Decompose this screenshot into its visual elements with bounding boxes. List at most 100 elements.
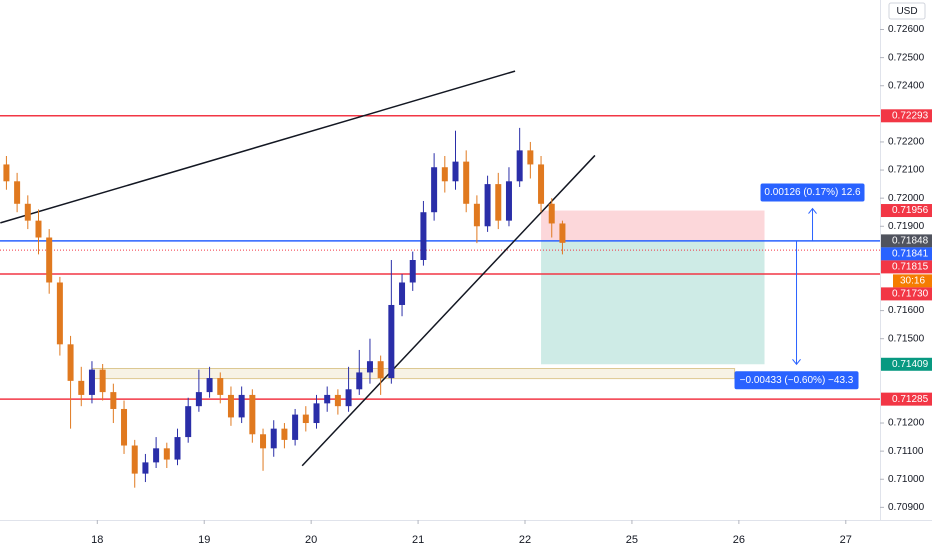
price-tag: [881, 260, 932, 274]
price-tag-label: 0.71285: [892, 394, 929, 405]
price-tag-label: 0.72293: [892, 110, 929, 121]
y-tick-label: 0.72500: [888, 52, 925, 63]
currency: USD: [896, 6, 917, 17]
candle-body: [292, 414, 299, 440]
price-tag: [881, 357, 932, 371]
candle-body: [88, 369, 95, 395]
candle-body: [441, 167, 448, 182]
candle-body: [452, 161, 459, 182]
candle-body: [366, 361, 373, 373]
candle-body: [431, 167, 438, 213]
candle-body: [163, 448, 170, 460]
target-zone: [541, 240, 765, 365]
candle-body: [217, 378, 224, 395]
candle-body: [206, 378, 213, 393]
profit-label-box: [760, 183, 865, 202]
y-tick-label: 0.72600: [888, 24, 925, 35]
candle-body: [324, 394, 331, 404]
price-tag-label: 0.71815: [892, 262, 929, 273]
candle-body: [473, 203, 480, 227]
candle-body: [538, 164, 545, 204]
candle-body: [495, 184, 502, 221]
candle-body: [388, 304, 395, 379]
candle-body: [302, 414, 309, 424]
y-tick-label: 0.72100: [888, 165, 925, 176]
price-tag: [881, 234, 932, 248]
trend-line: [301, 154, 596, 467]
candle-body: [559, 223, 566, 243]
x-tick-label: 20: [305, 534, 317, 546]
x-tick-label: 18: [91, 534, 103, 546]
candle-body: [3, 164, 10, 182]
profit-label: 0.00126 (0.17%) 12.6: [764, 187, 861, 198]
price-tag: [881, 392, 932, 406]
y-tick-label: 0.72400: [888, 80, 925, 91]
y-tick-label: 0.71100: [888, 446, 924, 457]
candle-body: [24, 203, 31, 221]
candle-body: [131, 445, 138, 474]
stop-zone: [541, 210, 765, 241]
candle-body: [281, 428, 288, 440]
countdown: 30:16: [900, 276, 925, 287]
x-tick-label: 25: [626, 534, 638, 546]
y-tick-label: 0.71200: [888, 418, 925, 429]
candle-body: [46, 237, 53, 283]
loss-label: −0.00433 (−0.60%) −43.3: [740, 375, 854, 386]
y-tick-label: 0.70900: [888, 502, 925, 513]
candle-body: [195, 392, 202, 407]
loss-arrow-head: [792, 358, 801, 366]
candle-body: [516, 150, 523, 182]
candle-body: [153, 448, 160, 463]
candle-body: [249, 394, 256, 435]
loss-label-box: [734, 371, 859, 390]
zone: [91, 367, 736, 380]
y-tick-label: 0.72200: [888, 137, 925, 148]
candle-body: [345, 389, 352, 407]
y-tick-label: 0.71500: [888, 333, 925, 344]
currency-box[interactable]: [888, 2, 926, 20]
candle-body: [420, 212, 427, 260]
candle-body: [142, 462, 149, 474]
candle-body: [334, 394, 341, 407]
candle-body: [527, 150, 534, 165]
candle-body: [356, 372, 363, 390]
candle-body: [313, 403, 320, 424]
candle-body: [238, 394, 245, 418]
candle-body: [78, 380, 85, 395]
y-tick-label: 0.72000: [888, 193, 925, 204]
candle-body: [14, 181, 21, 204]
y-tick-label: 0.71600: [888, 305, 925, 316]
candle-body: [35, 220, 42, 238]
candle-body: [56, 282, 63, 345]
candle-body: [484, 184, 491, 227]
candle-body: [227, 394, 234, 418]
candle-body: [121, 408, 128, 446]
trend-line: [0, 70, 516, 224]
candle-body: [67, 344, 74, 381]
price-tag-label: 0.71730: [892, 289, 929, 300]
x-tick-label: 22: [519, 534, 531, 546]
profit-arrow-head: [808, 207, 817, 214]
candle-body: [110, 392, 117, 409]
candle-body: [399, 282, 406, 305]
candle-body: [377, 361, 384, 379]
candle-body: [185, 406, 192, 438]
candle-body: [548, 203, 555, 224]
countdown-box: [893, 274, 932, 288]
y-tick-label: 0.71000: [888, 474, 925, 485]
price-tag-label: 0.71841: [892, 249, 929, 260]
price-tag-label: 0.71848: [892, 236, 929, 247]
price-tag: [881, 247, 932, 261]
price-tag-label: 0.71409: [892, 359, 929, 370]
x-tick-label: 21: [412, 534, 424, 546]
candle-body: [174, 437, 181, 460]
x-tick-label: 26: [733, 534, 745, 546]
price-tag-label: 0.71956: [892, 205, 929, 216]
candle-body: [505, 181, 512, 221]
candle-body: [99, 369, 106, 393]
candle-body: [463, 161, 470, 204]
price-tag: [881, 204, 932, 218]
x-tick-label: 27: [840, 534, 852, 546]
